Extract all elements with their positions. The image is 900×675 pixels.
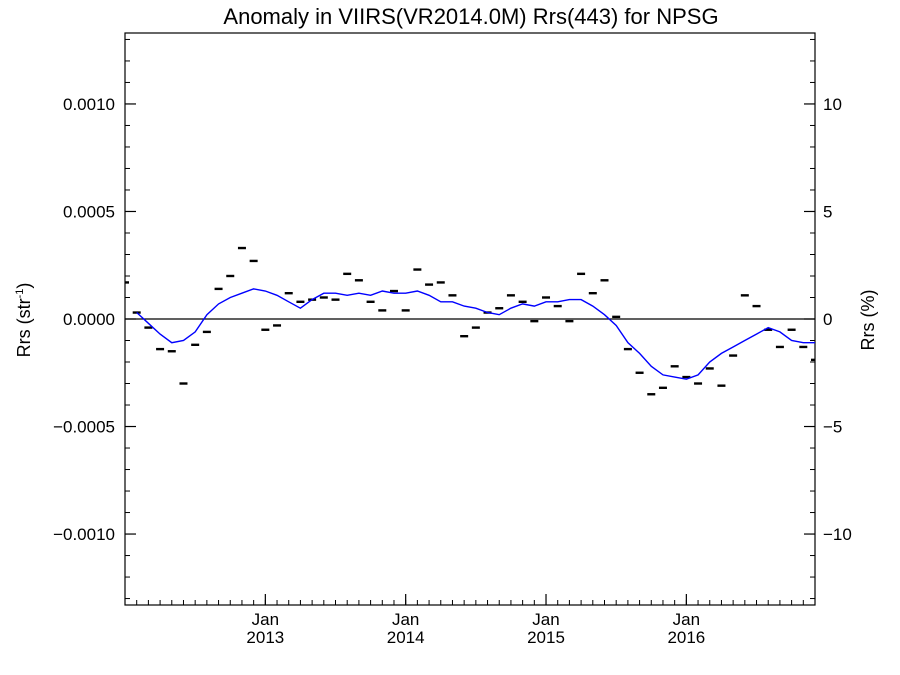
svg-text:Rrs (str-1): Rrs (str-1) — [14, 283, 34, 358]
y-axis-left-label: Rrs (str-1) — [14, 283, 34, 358]
y-right-tick-label: 10 — [823, 95, 842, 114]
y-axis-right-label-text: Rrs (%) — [858, 290, 878, 351]
y-right-tick-label: −5 — [823, 418, 842, 437]
x-tick-label-month: Jan — [252, 610, 279, 629]
y-left-tick-label: 0.0005 — [63, 202, 115, 221]
y-right-tick-label: 0 — [823, 310, 832, 329]
x-tick-label-month: Jan — [673, 610, 700, 629]
y-axis-right-label: Rrs (%) — [858, 290, 878, 351]
x-tick-label-month: Jan — [392, 610, 419, 629]
y-axis-left-label-text: Rrs (str — [14, 298, 34, 357]
x-tick-label-year: 2016 — [667, 628, 705, 647]
x-tick-label-year: 2013 — [246, 628, 284, 647]
y-left-tick-label: −0.0010 — [53, 525, 115, 544]
x-tick-label-year: 2015 — [527, 628, 565, 647]
x-tick-label-year: 2014 — [387, 628, 425, 647]
smoothed-anomaly-line — [136, 288, 815, 380]
chart-title: Anomaly in VIIRS(VR2014.0M) Rrs(443) for… — [223, 4, 718, 29]
x-tick-label-month: Jan — [532, 610, 559, 629]
y-right-tick-label: −10 — [823, 525, 852, 544]
y-left-tick-label: 0.0000 — [63, 310, 115, 329]
y-left-tick-label: −0.0005 — [53, 418, 115, 437]
y-left-tick-label: 0.0010 — [63, 95, 115, 114]
y-axis-left-label-sup: -1 — [14, 289, 26, 299]
plot-area: 0.0010 0.0005 0.0000 −0.0005 −0.0010 10 5 0 −5 −1… — [53, 32, 852, 647]
y-right-tick-label: 5 — [823, 202, 832, 221]
y-axis-left-label-close: ) — [14, 283, 34, 289]
